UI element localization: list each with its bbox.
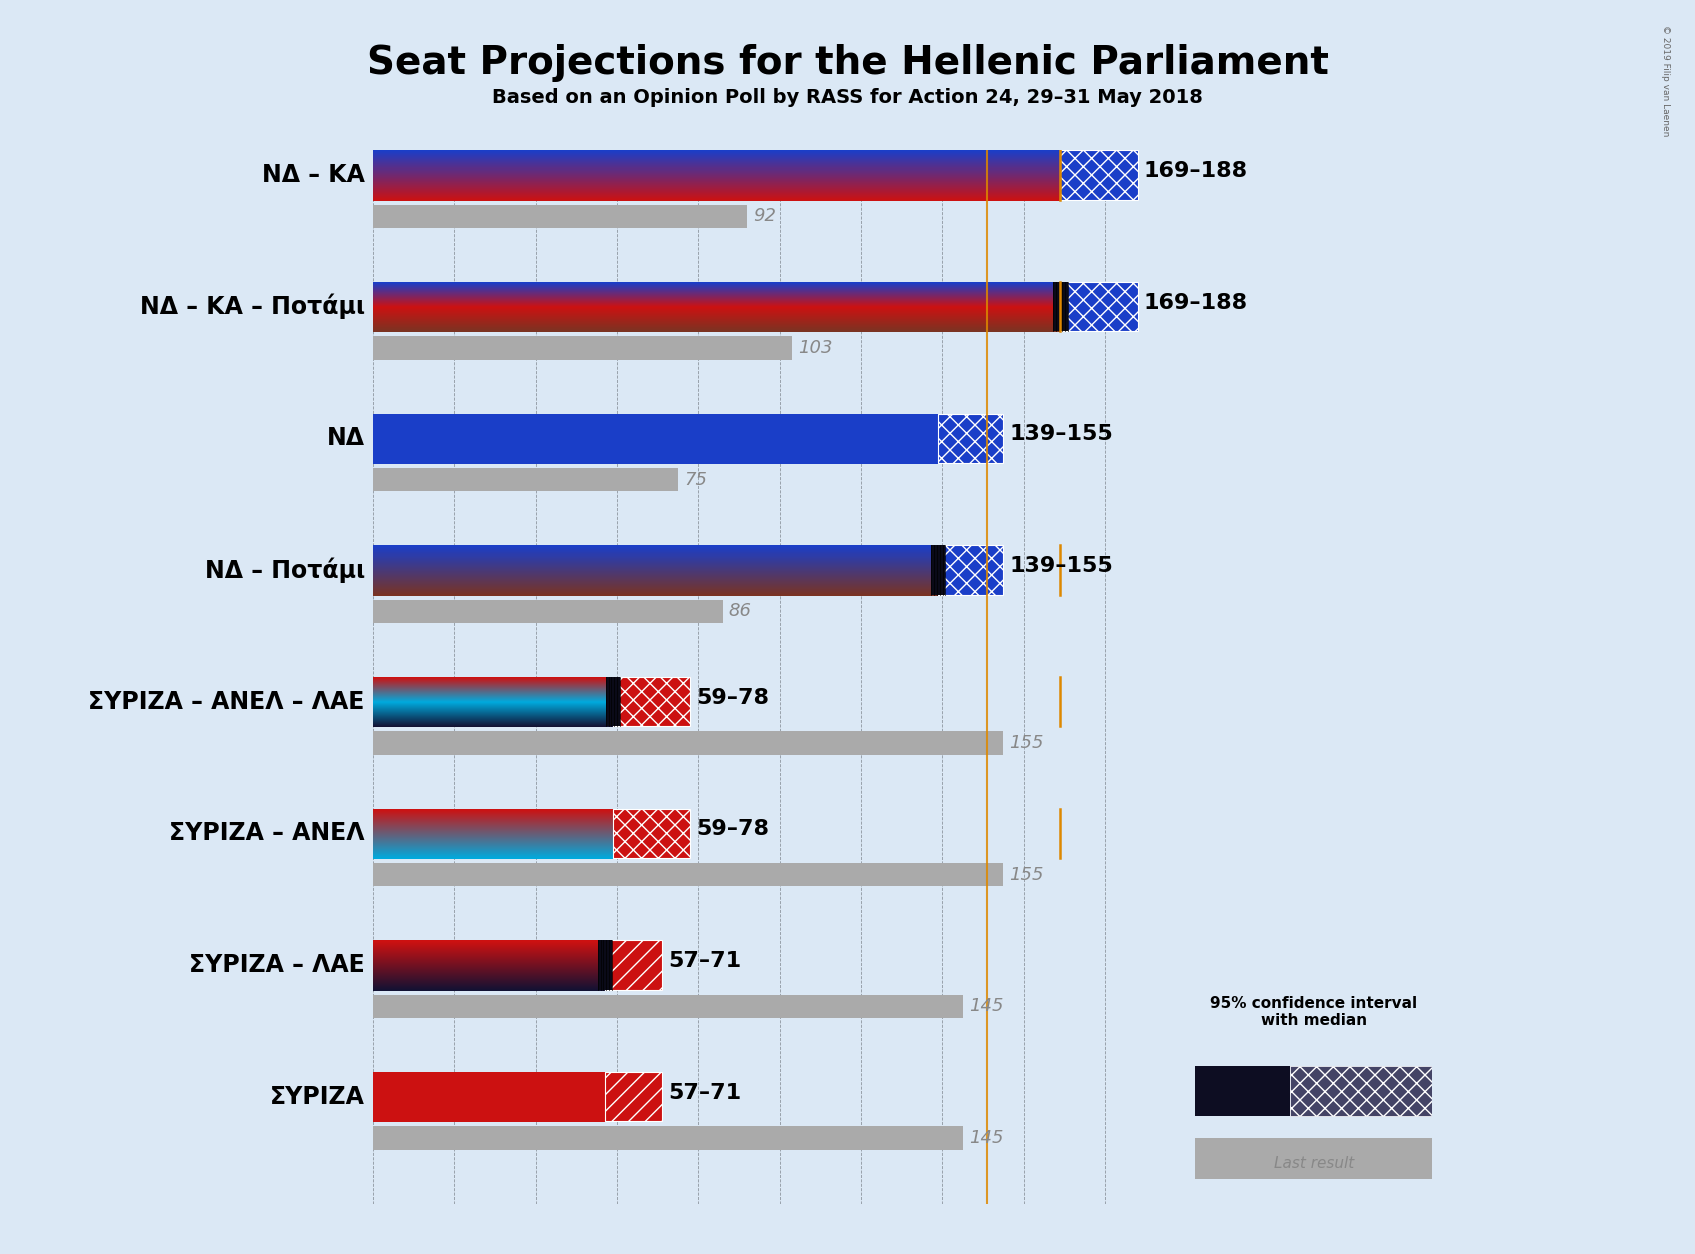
Text: © 2019 Filip van Laenen: © 2019 Filip van Laenen [1661, 25, 1670, 137]
Bar [373, 336, 792, 360]
Bar [1061, 282, 1137, 331]
Bar [1195, 1139, 1432, 1179]
Text: 155: 155 [1010, 865, 1044, 884]
Text: Based on an Opinion Poll by RASS for Action 24, 29–31 May 2018: Based on an Opinion Poll by RASS for Act… [492, 88, 1203, 107]
Text: 145: 145 [970, 997, 1003, 1016]
Bar [1290, 1066, 1432, 1116]
Bar [939, 414, 1003, 463]
Bar [614, 809, 690, 858]
Bar [1195, 1066, 1290, 1116]
Text: 57–71: 57–71 [668, 951, 741, 971]
Text: ΣΥΡΙΖΑ – ΑΝΕΛ: ΣΥΡΙΖΑ – ΑΝΕΛ [170, 821, 364, 845]
Bar [614, 677, 690, 726]
Text: ΣΥΡΙΖΑ – ΛΑΕ: ΣΥΡΙΖΑ – ΛΑΕ [190, 953, 364, 977]
Text: 75: 75 [685, 470, 707, 489]
Bar [598, 940, 612, 989]
Text: ΣΥΡΙΖΑ: ΣΥΡΙΖΑ [270, 1085, 364, 1109]
Bar [373, 599, 722, 623]
Text: 155: 155 [1010, 734, 1044, 752]
Bar [373, 863, 1003, 887]
Text: 92: 92 [753, 207, 776, 226]
Bar [373, 468, 678, 492]
Bar [1061, 150, 1137, 199]
Bar [939, 545, 1003, 594]
Text: ΝΔ – ΚΑ: ΝΔ – ΚΑ [263, 163, 364, 187]
Bar [373, 204, 747, 228]
Text: 145: 145 [970, 1129, 1003, 1147]
Bar [931, 545, 946, 594]
Bar [605, 677, 620, 726]
Text: 139–155: 139–155 [1010, 556, 1114, 576]
Text: ΣΥΡΙΖΑ – ΑΝΕΛ – ΛΑΕ: ΣΥΡΙΖΑ – ΑΝΕΛ – ΛΑΕ [88, 690, 364, 714]
Text: 139–155: 139–155 [1010, 424, 1114, 444]
Text: 103: 103 [798, 339, 832, 357]
Bar [373, 1126, 963, 1150]
Text: 59–78: 59–78 [697, 687, 770, 707]
Text: 57–71: 57–71 [668, 1082, 741, 1102]
Text: 169–188: 169–188 [1144, 292, 1248, 312]
Bar [1053, 282, 1068, 331]
Text: 86: 86 [729, 602, 753, 621]
Text: Seat Projections for the Hellenic Parliament: Seat Projections for the Hellenic Parlia… [366, 44, 1329, 82]
Text: Last result: Last result [1273, 1156, 1354, 1170]
Text: 169–188: 169–188 [1144, 161, 1248, 181]
Bar [373, 994, 963, 1018]
Text: 59–78: 59–78 [697, 819, 770, 839]
Bar [605, 1072, 661, 1121]
Bar [373, 731, 1003, 755]
Text: ΝΔ – Ποτάμι: ΝΔ – Ποτάμι [205, 557, 364, 583]
Text: 95% confidence interval
with median: 95% confidence interval with median [1210, 996, 1417, 1028]
Bar [605, 940, 661, 989]
Text: ΝΔ: ΝΔ [327, 426, 364, 450]
Text: ΝΔ – ΚΑ – Ποτάμι: ΝΔ – ΚΑ – Ποτάμι [139, 293, 364, 320]
